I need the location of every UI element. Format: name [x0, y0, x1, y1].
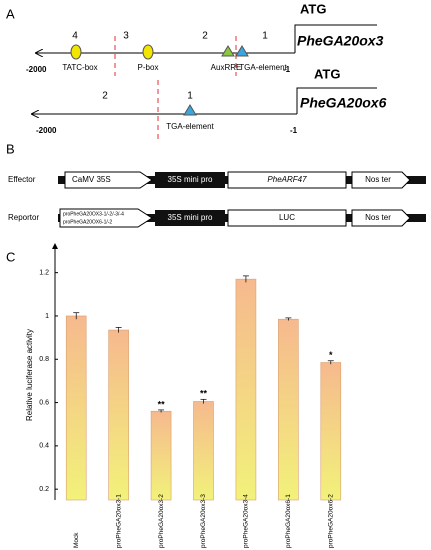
panel-label: A	[6, 6, 15, 21]
element-label: TGA-element	[239, 63, 287, 72]
bar	[193, 401, 214, 501]
position: -2000	[36, 126, 57, 135]
significance-label: **	[158, 399, 166, 409]
bar	[150, 410, 172, 501]
part-label: CaMV 35S	[72, 175, 111, 184]
x-tick-label: Mock	[73, 532, 80, 548]
element-icon	[221, 45, 235, 57]
element-icon	[142, 44, 154, 60]
y-tick-label: 1	[45, 313, 49, 320]
gene-box	[227, 209, 347, 227]
element-label: AuxRRE	[211, 63, 242, 72]
promoter-box	[59, 208, 153, 228]
atg: ATG	[300, 1, 326, 16]
terminator-box	[351, 171, 411, 189]
y-tick-label: 0.4	[39, 443, 49, 450]
panel-label: B	[6, 141, 15, 156]
promoter-box	[64, 171, 153, 189]
part-label: 35S mini pro	[168, 175, 213, 184]
construct-label: Reportor	[8, 213, 39, 222]
part-label: Nos ter	[365, 175, 391, 184]
element-icon	[70, 44, 82, 60]
element-label: TATC-box	[62, 63, 97, 72]
region: 2	[202, 31, 208, 42]
bar	[108, 329, 129, 501]
position: -1	[290, 126, 298, 135]
y-tick-label: 0.6	[39, 399, 49, 406]
position: -1	[283, 65, 291, 74]
region: 4	[72, 31, 78, 42]
x-tick-label: proPheGA20ox6-1	[285, 494, 292, 548]
x-tick-label: proPheGA20ox6-2	[328, 494, 335, 548]
gene-box	[227, 171, 347, 189]
y-tick-label: 0.8	[39, 356, 49, 363]
element-label: TGA-element	[166, 122, 214, 131]
gene-line	[294, 24, 377, 53]
region: 1	[187, 91, 193, 102]
x-tick-label: proPheGA20ox3-4	[243, 494, 250, 548]
part-label: Nos ter	[365, 213, 391, 222]
atg: ATG	[314, 66, 340, 81]
part-label: proPheGA20OX6-1/-2	[63, 219, 112, 225]
promoter-2	[32, 80, 377, 140]
part-label: 35S mini pro	[168, 213, 213, 222]
bar	[235, 278, 257, 501]
element-label: P-box	[138, 63, 159, 72]
y-tick-label: 0.2	[39, 486, 49, 493]
gene-name: PheGA20ox6	[300, 95, 387, 111]
part-label: PheARF47	[267, 175, 307, 184]
construct-label: Effector	[8, 175, 36, 184]
y-tick-label: 1.2	[39, 269, 49, 276]
y-axis-label: Relative luciferase activity	[25, 329, 34, 421]
x-tick-label: proPheGA20ox3-3	[200, 494, 207, 548]
axis-arrow	[52, 243, 58, 249]
region: 3	[123, 31, 129, 42]
bar	[320, 362, 342, 501]
promoter-1	[36, 24, 377, 76]
region: 2	[102, 91, 108, 102]
significance-label: **	[200, 389, 208, 399]
bar	[65, 315, 87, 501]
x-tick-label: proPheGA20ox3-2	[158, 494, 165, 548]
element-icon	[183, 104, 197, 116]
gene-line	[296, 87, 377, 114]
bar	[278, 318, 299, 501]
element-icon	[235, 45, 249, 57]
panel-label: C	[6, 249, 15, 264]
part-label: LUC	[279, 213, 295, 222]
bar-chart: 0.2 0.4 0.6 0.8 1 1.2 Mock proPheGA20ox3-1 ** pro…	[39, 243, 342, 548]
part-label: proPheGA20OX3-1/-2/-3/-4	[63, 211, 124, 217]
position: -2000	[26, 65, 47, 74]
significance-label: *	[329, 350, 333, 360]
x-tick-label: proPheGA20ox3-1	[115, 494, 122, 548]
terminator-box	[351, 209, 411, 227]
region: 1	[262, 31, 268, 42]
mini-pro-box	[155, 172, 225, 188]
mini-pro-box	[155, 210, 225, 226]
gene-name: PheGA20ox3	[297, 33, 384, 49]
